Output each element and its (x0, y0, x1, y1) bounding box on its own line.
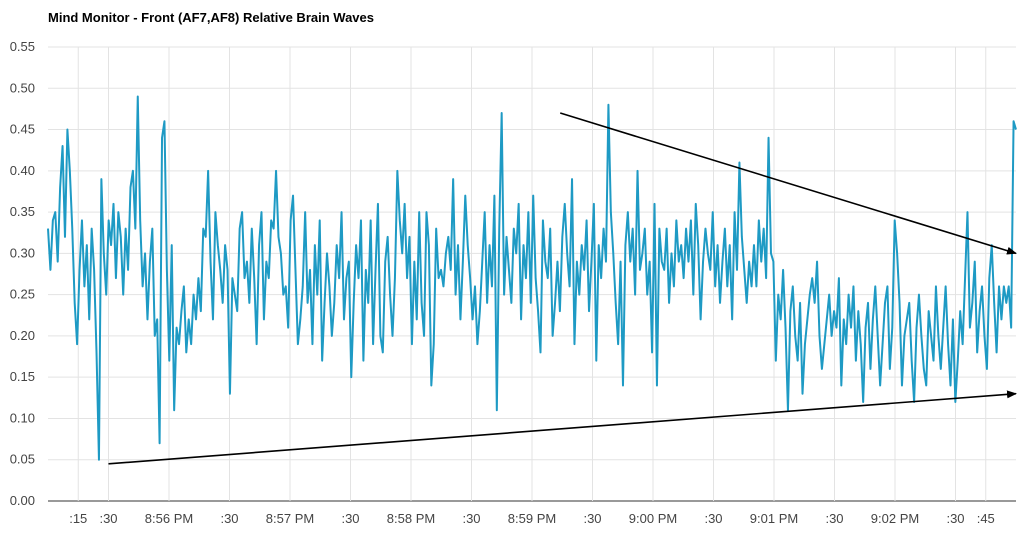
y-tick-label: 0.20 (10, 328, 35, 343)
x-axis-ticks: :15 :30 8:56 PM :30 8:57 PM :30 8:58 PM :30 8:59… (69, 511, 995, 526)
series-line (47, 95, 1017, 461)
x-tick-label: :30 (946, 511, 964, 526)
y-tick-label: 0.40 (10, 163, 35, 178)
y-tick-label: 0.35 (10, 204, 35, 219)
x-tick-label: :30 (462, 511, 480, 526)
x-tick-label: :45 (977, 511, 995, 526)
x-tick-label: 8:58 PM (387, 511, 435, 526)
x-tick-label: 9:01 PM (750, 511, 798, 526)
trend-arrow (108, 390, 1017, 465)
y-tick-label: 0.45 (10, 122, 35, 137)
x-tick-label: :15 (69, 511, 87, 526)
y-tick-label: 0.50 (10, 80, 35, 95)
y-tick-label: 0.15 (10, 369, 35, 384)
x-tick-label: :30 (704, 511, 722, 526)
y-tick-label: 0.10 (10, 410, 35, 425)
x-tick-label: :30 (341, 511, 359, 526)
x-tick-label: :30 (220, 511, 238, 526)
y-tick-label: 0.00 (10, 493, 35, 508)
y-tick-label: 0.55 (10, 39, 35, 54)
y-tick-label: 0.25 (10, 287, 35, 302)
x-tick-label: 8:59 PM (508, 511, 556, 526)
x-tick-label: 9:00 PM (629, 511, 677, 526)
y-tick-label: 0.30 (10, 245, 35, 260)
x-tick-label: :30 (99, 511, 117, 526)
y-tick-label: 0.05 (10, 452, 35, 467)
x-tick-label: :30 (825, 511, 843, 526)
y-axis-ticks: 0.00 0.05 0.10 0.15 0.20 0.25 0.30 0.35 0.40 0.45… (10, 39, 35, 508)
x-tick-label: 9:02 PM (871, 511, 919, 526)
x-tick-label: 8:57 PM (266, 511, 314, 526)
annotations (108, 112, 1017, 465)
chart-title: Mind Monitor - Front (AF7,AF8) Relative … (48, 10, 374, 25)
x-tick-label: :30 (583, 511, 601, 526)
series-layer (47, 95, 1017, 461)
x-tick-label: 8:56 PM (145, 511, 193, 526)
trend-arrow (559, 112, 1017, 255)
